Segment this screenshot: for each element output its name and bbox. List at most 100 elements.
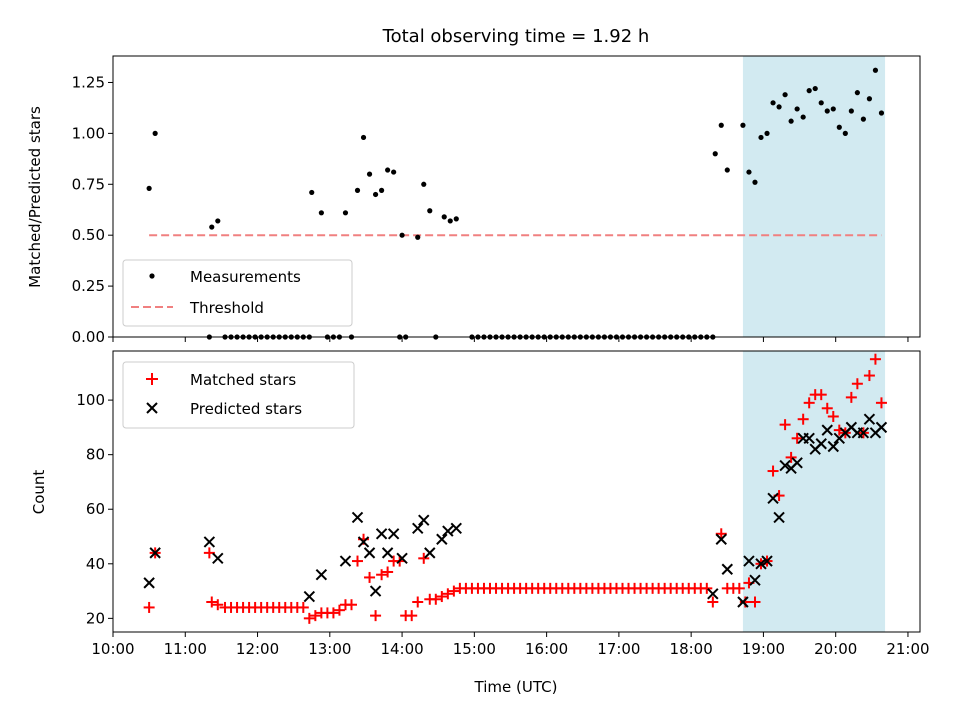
top-title: Total observing time = 1.92 h — [382, 26, 650, 47]
bottom-legend-box — [122, 361, 355, 429]
bottom-plot-frame — [112, 350, 921, 633]
top-legend-box — [122, 259, 353, 327]
measurement-point — [860, 116, 866, 122]
y-tick-label: 60 — [86, 500, 105, 518]
measurement-point — [872, 67, 879, 73]
predicted-star-point — [450, 522, 462, 535]
bottom-x-axis-label: Time (UTC) — [474, 678, 558, 696]
measurement-point — [152, 130, 158, 136]
predicted-star-point — [203, 536, 216, 548]
predicted-star-point — [779, 459, 791, 472]
bottom-highlight-span — [742, 351, 886, 632]
matched-star-point — [333, 604, 345, 616]
predicted-star-point — [143, 577, 155, 589]
predicted-star-point — [339, 555, 352, 567]
y-tick-label: 1.00 — [72, 124, 105, 142]
measurement-point — [752, 179, 758, 185]
top-y-ticks: 0.00 0.25 0.50 0.75 1.00 1.25 — [72, 73, 113, 346]
x-tick-label: 12:00 — [236, 640, 279, 658]
legend-predicted-label: Predicted stars — [190, 400, 302, 418]
legend-matched-marker — [146, 373, 158, 385]
matched-star-point — [448, 585, 460, 597]
matched-star-point — [869, 353, 881, 365]
matched-star-point — [143, 601, 155, 613]
matched-star-point — [767, 465, 779, 477]
measurement-point — [447, 218, 453, 224]
measurement-point — [215, 218, 221, 224]
matched-star-point — [821, 402, 833, 414]
predicted-star-point — [418, 514, 430, 526]
top-legend: Measurements Threshold — [122, 259, 353, 327]
measurement-point — [866, 96, 873, 102]
matched-star-point — [370, 610, 382, 622]
measurement-point — [782, 92, 788, 98]
bottom-x-ticks: 10:00 11:00 12:00 13:00 14:00 15:00 16:00 17:00… — [91, 632, 930, 658]
measurement-point — [818, 100, 824, 106]
top-panel: 0.00 0.25 0.50 0.75 1.00 1.25 Total observing… — [26, 26, 921, 346]
matched-star-point — [212, 599, 224, 611]
matched-star-point — [412, 596, 424, 608]
measurement-point — [724, 167, 730, 173]
x-tick-label: 18:00 — [670, 640, 713, 658]
predicted-star-point — [857, 427, 870, 439]
predicted-star-point — [815, 438, 827, 450]
predicted-star-point — [715, 533, 727, 545]
predicted-star-point — [424, 547, 436, 559]
y-tick-label: 0.25 — [72, 277, 105, 295]
x-tick-label: 14:00 — [380, 640, 423, 658]
matched-star-point — [406, 610, 418, 622]
predicted-star-point — [791, 457, 803, 469]
top-y-axis-label: Matched/Predicted stars — [26, 106, 44, 288]
matched-star-point — [442, 588, 454, 600]
matched-stars-points — [143, 353, 887, 624]
predicted-star-point — [149, 547, 161, 559]
y-tick-label: 80 — [86, 446, 105, 464]
x-tick-label: 13:00 — [308, 640, 351, 658]
matched-star-point — [715, 528, 727, 540]
y-tick-label: 0.00 — [72, 328, 105, 346]
measurement-point — [372, 191, 379, 198]
predicted-star-point — [381, 547, 394, 559]
matched-star-point — [707, 596, 719, 608]
matched-star-point — [418, 552, 430, 564]
predicted-star-point — [743, 555, 755, 567]
predicted-star-point — [767, 492, 779, 505]
measurement-point — [746, 169, 752, 175]
measurement-point — [209, 224, 215, 230]
predicted-star-point — [363, 547, 376, 559]
matched-star-point — [863, 370, 875, 382]
measurement-point — [421, 181, 427, 187]
measurement-point — [427, 208, 433, 214]
measurement-point — [718, 122, 724, 128]
x-tick-label: 16:00 — [525, 640, 568, 658]
measurement-point — [391, 169, 397, 175]
x-tick-label: 11:00 — [164, 640, 207, 658]
predicted-star-point — [436, 533, 448, 545]
legend-matched-label: Matched stars — [190, 371, 296, 389]
measurement-point — [878, 110, 885, 116]
matched-star-point — [851, 378, 863, 390]
y-tick-label: 20 — [86, 609, 105, 627]
measurement-point — [146, 185, 152, 191]
measurement-point — [385, 167, 391, 173]
measurement-point — [764, 130, 770, 136]
legend-measurements-marker — [149, 273, 155, 279]
measurement-point — [848, 108, 854, 114]
measurement-point — [830, 106, 836, 112]
matched-star-point — [352, 555, 364, 567]
measurement-point — [758, 134, 764, 141]
predicted-star-point — [737, 596, 749, 608]
measurement-point — [788, 118, 794, 124]
predicted-star-point — [442, 525, 454, 537]
predicted-star-point — [755, 558, 767, 570]
matched-star-point — [297, 601, 309, 613]
measurement-point — [441, 214, 447, 220]
matched-star-point — [345, 599, 357, 611]
matched-star-point — [845, 391, 857, 403]
y-tick-label: 40 — [86, 555, 105, 573]
matched-star-point — [749, 596, 761, 608]
bottom-panel: 20 40 60 80 100 10:00 11:00 12:00 13:00 14:00 15:… — [30, 350, 930, 696]
legend-predicted-marker — [146, 402, 158, 414]
bottom-legend: Matched stars Predicted stars — [122, 361, 355, 429]
measurement-point — [794, 106, 800, 112]
